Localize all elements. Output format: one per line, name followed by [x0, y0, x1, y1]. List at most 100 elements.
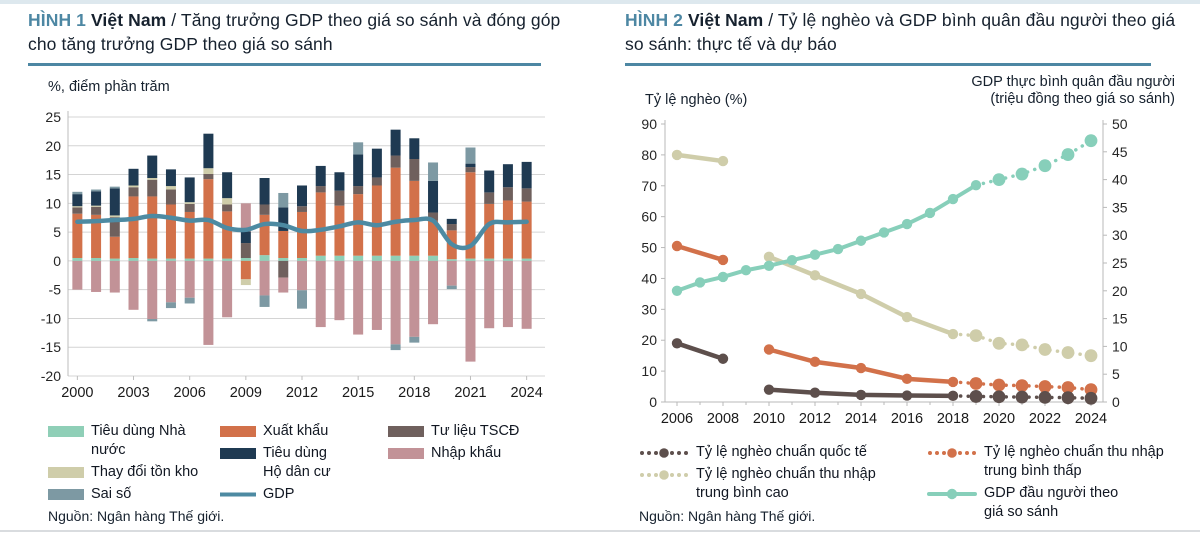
svg-text:5: 5: [1112, 366, 1120, 382]
legend-item-ti-u-d-ng-nh-n-c: Tiêu dùng Nhà nước: [48, 422, 220, 460]
svg-text:2008: 2008: [707, 411, 739, 427]
svg-text:20: 20: [641, 332, 657, 348]
svg-text:2024: 2024: [1075, 411, 1107, 427]
legend-swatch-rect: [48, 467, 84, 478]
legend-item-gdp: GDP: [220, 485, 388, 504]
legend-label: Nhập khẩu: [431, 445, 502, 461]
svg-text:0: 0: [53, 253, 61, 269]
svg-text:2003: 2003: [117, 385, 149, 401]
figure-1-title: HÌNH 1 Việt Nam / Tăng trưởng GDP theo g…: [28, 8, 588, 56]
svg-text:5: 5: [53, 224, 61, 240]
svg-text:2018: 2018: [398, 385, 430, 401]
svg-text:70: 70: [641, 178, 657, 194]
legend-column: Tỷ lệ nghèo chuẩn quốc tế Tỷ lệ nghèo chu…: [639, 443, 927, 525]
svg-text:2006: 2006: [661, 411, 693, 427]
svg-text:2018: 2018: [937, 411, 969, 427]
legend-label: Tỷ lệ nghèo chuẩn quốc tế: [696, 444, 867, 460]
legend-item-xu-t-kh-u: Xuất khẩu: [220, 422, 388, 441]
legend-label: GDP: [263, 486, 295, 502]
legend-item-t-l-ngh-o-chu-n-qu-c-t: Tỷ lệ nghèo chuẩn quốc tế: [639, 443, 927, 462]
legend-label: Thay đổi tồn kho: [91, 464, 199, 480]
svg-text:-5: -5: [49, 282, 62, 298]
figure-1-legend: Tiêu dùng Nhà nước Thay đổi tồn kho Sai số…: [28, 422, 588, 507]
legend-label: Tiêu dùng Hộ dân cư: [263, 445, 331, 480]
legend-swatch-dotted: [928, 448, 976, 458]
figure-2-left-axis-note: Tỷ lệ nghèo (%): [645, 92, 748, 108]
svg-text:0: 0: [1112, 394, 1120, 410]
svg-text:80: 80: [641, 147, 657, 163]
legend-swatch-dotted: [640, 470, 688, 480]
svg-text:2000: 2000: [61, 385, 93, 401]
figure-1-country: Việt Nam: [90, 10, 167, 30]
legend-column: Xuất khẩu Tiêu dùng Hộ dân cư GDP: [220, 422, 388, 507]
figure-1-subtitle: / Tăng trưởng GDP theo giá so sánh và đó…: [28, 10, 561, 54]
legend-swatch-rect: [48, 426, 84, 437]
svg-text:2012: 2012: [799, 411, 831, 427]
gdp-contribution-chart-svg: -20 -15 -10 -5 0 5 10 15 20 25 2000 2003 2006 2009 201…: [41, 109, 545, 401]
svg-text:2010: 2010: [753, 411, 785, 427]
legend-item-gdp-u-ng-i-theo-gi-so-s-nh: GDP đầu người theo giá so sánh: [927, 484, 1164, 522]
legend-swatch-rect: [48, 489, 84, 500]
svg-text:35: 35: [1112, 199, 1128, 215]
poverty-gdp-chart-svg: 0 10 20 30 40 50 60 70 80 90 0 5 10 15 20 25 30 35 40 45 50 2…: [641, 116, 1128, 427]
figure-2-legend: Tỷ lệ nghèo chuẩn quốc tế Tỷ lệ nghèo chu…: [625, 443, 1185, 525]
svg-text:-10: -10: [41, 310, 61, 326]
figure-2-tag: HÌNH 2: [625, 10, 683, 30]
svg-text:10: 10: [45, 195, 61, 211]
legend-column: Tiêu dùng Nhà nước Thay đổi tồn kho Sai số: [48, 422, 220, 507]
bottom-divider: [0, 530, 1200, 532]
legend-column: Tỷ lệ nghèo chuẩn thu nhập trung bình th…: [927, 443, 1164, 525]
svg-text:10: 10: [641, 363, 657, 379]
svg-text:40: 40: [641, 270, 657, 286]
legend-swatch-dotted: [640, 448, 688, 458]
svg-text:2022: 2022: [1029, 411, 1061, 427]
figure-1-tag: HÌNH 1: [28, 10, 86, 30]
legend-label: GDP đầu người theo giá so sánh: [984, 485, 1119, 520]
legend-swatch-rect: [220, 426, 256, 437]
figure-1-rule: [28, 63, 541, 66]
legend-label: Sai số: [91, 486, 132, 502]
legend-swatch-line-dot: [927, 488, 977, 500]
figure-2-rule: [625, 63, 1151, 66]
top-divider: [0, 0, 1200, 4]
legend-swatch-rect: [388, 426, 424, 437]
figure-1: HÌNH 1 Việt Nam / Tăng trưởng GDP theo g…: [28, 8, 588, 528]
legend-label: Xuất khẩu: [263, 423, 329, 439]
svg-text:30: 30: [641, 301, 657, 317]
svg-text:15: 15: [45, 167, 61, 183]
svg-text:2024: 2024: [511, 385, 543, 401]
svg-text:20: 20: [45, 138, 61, 154]
svg-text:2012: 2012: [286, 385, 318, 401]
figure-2-axis-notes: Tỷ lệ nghèo (%) GDP thực bình quân đầu n…: [625, 74, 1185, 108]
figure-2: HÌNH 2 Việt Nam / Tỷ lệ nghèo và GDP bìn…: [625, 8, 1185, 528]
legend-swatch-rect: [388, 448, 424, 459]
svg-text:2021: 2021: [454, 385, 486, 401]
svg-text:2009: 2009: [230, 385, 262, 401]
figure-2-title: HÌNH 2 Việt Nam / Tỷ lệ nghèo và GDP bìn…: [625, 8, 1185, 56]
legend-item-t-li-u-tsc: Tư liệu TSCĐ: [388, 422, 519, 441]
figure-2-source: Nguồn: Ngân hàng Thế giới.: [639, 508, 816, 524]
svg-text:45: 45: [1112, 144, 1128, 160]
svg-text:30: 30: [1112, 227, 1128, 243]
svg-text:10: 10: [1112, 338, 1128, 354]
figure-1-source: Nguồn: Ngân hàng Thế giới.: [48, 508, 225, 524]
figure-2-country: Việt Nam: [687, 10, 764, 30]
legend-item-t-l-ngh-o-chu-n-thu-nh-p-trung-b-nh-cao: Tỷ lệ nghèo chuẩn thu nhập trung bình ca…: [639, 465, 927, 503]
svg-text:90: 90: [641, 116, 657, 132]
legend-item-t-l-ngh-o-chu-n-thu-nh-p-trung-b-nh-th-p: Tỷ lệ nghèo chuẩn thu nhập trung bình th…: [927, 443, 1164, 481]
legend-label: Tiêu dùng Nhà nước: [91, 423, 186, 458]
svg-text:-20: -20: [41, 368, 61, 384]
legend-swatch-line: [220, 492, 256, 497]
svg-text:-15: -15: [41, 339, 61, 355]
svg-text:50: 50: [641, 240, 657, 256]
legend-label: Tỷ lệ nghèo chuẩn thu nhập trung bình ca…: [696, 466, 876, 501]
svg-text:15: 15: [1112, 311, 1128, 327]
legend-item-sai-s: Sai số: [48, 485, 220, 504]
svg-text:2016: 2016: [891, 411, 923, 427]
svg-text:2020: 2020: [983, 411, 1015, 427]
legend-swatch-rect: [220, 448, 256, 459]
legend-label: Tư liệu TSCĐ: [431, 423, 520, 439]
figure-2-right-axis-note: GDP thực bình quân đầu người (triệu đồng…: [971, 74, 1175, 107]
gdp-contribution-chart: -20 -15 -10 -5 0 5 10 15 20 25 2000 2003 2006 2009 201…: [28, 103, 588, 410]
legend-item-thay-i-t-n-kho: Thay đổi tồn kho: [48, 463, 220, 482]
